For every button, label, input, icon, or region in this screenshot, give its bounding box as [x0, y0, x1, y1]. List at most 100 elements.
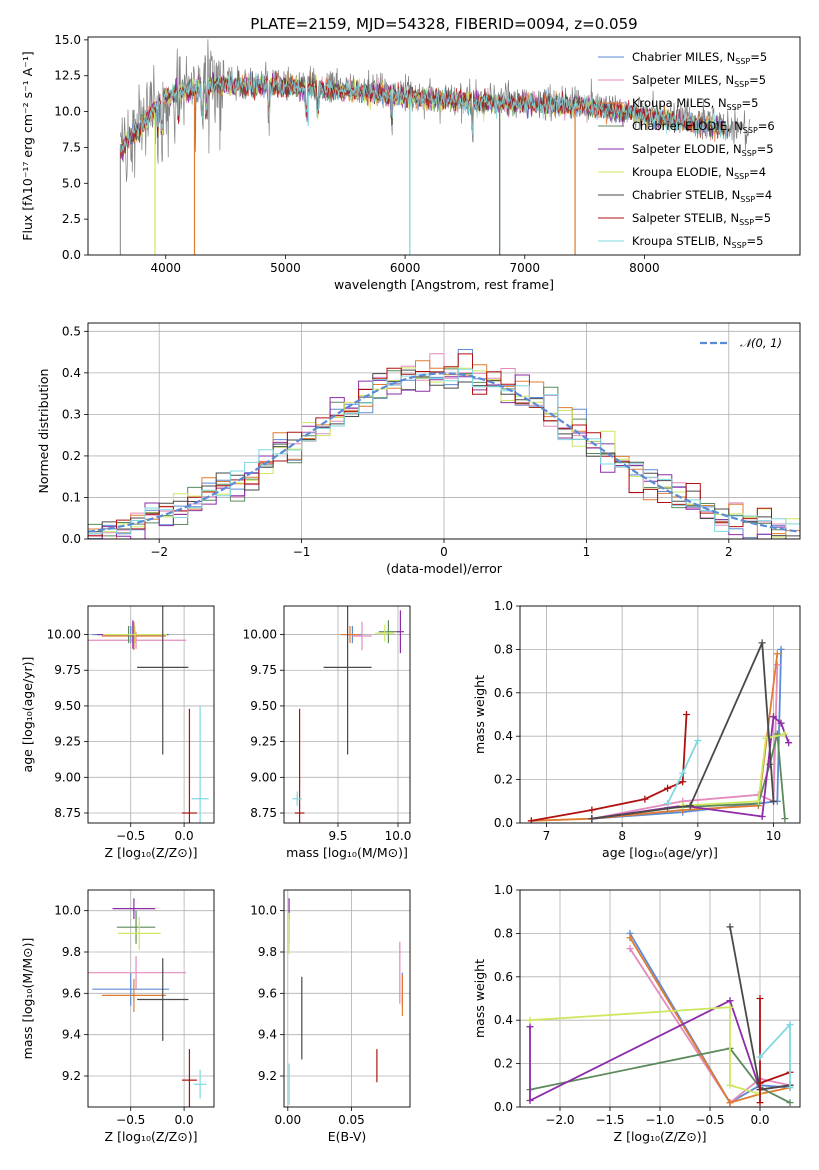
spectrum-xlabel: wavelength [Angstrom, rest frame]: [334, 277, 554, 292]
weight-vs-Z-frame: [519, 889, 801, 1108]
mass-vs-EBV-ytick-label-3: 9.8: [258, 945, 277, 959]
weight-vs-age-marker-3-4: [781, 815, 789, 823]
legend-label-sub: SSP: [732, 241, 747, 250]
legend-label-sub: SSP: [740, 195, 755, 204]
residuals-xtick-label-2: 0: [440, 545, 448, 559]
mass-vs-EBV-ytick-label-4: 10.0: [250, 904, 277, 918]
residuals-ytick-label-1: 0.1: [62, 490, 81, 504]
weight-vs-age-marker-2-4: [773, 650, 781, 658]
weight-vs-age-ytick-label-3: 0.6: [494, 686, 513, 700]
mass-vs-EBV-ytick-label-2: 9.6: [258, 986, 277, 1000]
legend-label-tail: =6: [758, 119, 775, 133]
legend-label-main: Chabrier STELIB, N: [632, 188, 740, 202]
residuals-xtick-label-4: 2: [725, 545, 733, 559]
weight-vs-age-ytick-label-2: 0.4: [494, 729, 513, 743]
age-vs-mass-xtick-label-0: 9.5: [328, 829, 347, 843]
legend-label-sub: SSP: [734, 172, 749, 181]
weight-vs-Z-ytick-label-4: 0.8: [494, 926, 513, 940]
weight-vs-age-ytick-label-4: 0.8: [494, 642, 513, 656]
weight-vs-Z-marker-5-1: [726, 1003, 734, 1011]
weight-vs-Z-marker-4-1: [526, 1096, 534, 1104]
mass-vs-Z-ytick-label-0: 9.2: [62, 1069, 81, 1083]
weight-vs-age-marker-4-5: [785, 739, 793, 747]
weight-vs-age-marker-6-1: [686, 802, 694, 810]
residual-hist-5: [88, 366, 800, 538]
normal-curve: [88, 372, 800, 533]
age-vs-Z-ytick-label-3: 9.50: [54, 699, 81, 713]
weight-vs-Z-plot-area: [520, 890, 800, 1107]
weight-vs-Z-line-3: [529, 1047, 791, 1104]
weight-vs-age-marker-7-0: [527, 817, 535, 823]
weight-vs-age-marker-5-1: [754, 797, 762, 805]
residual-legend: 𝒩(0, 1): [700, 336, 782, 350]
residuals-ylabel: Normed distribution: [36, 369, 51, 494]
mass-vs-Z-xtick-label-1: 0.0: [175, 1113, 194, 1127]
residuals-plot-area: [88, 323, 800, 539]
weight-vs-Z-marker-3-3: [786, 1099, 794, 1107]
spectrum-ytick-label-4: 10.0: [54, 105, 81, 119]
weight-vs-age-marker-5-3: [781, 730, 789, 738]
spectrum-legend-label-5: Kroupa ELODIE, NSSP=4: [632, 165, 766, 181]
weight-vs-age-marker-4-2: [758, 812, 766, 820]
weight-vs-Z-xtick-label-0: −2.0: [545, 1113, 574, 1127]
weight-vs-age-marker-7-3: [664, 784, 672, 792]
spectrum-legend-label-0: Chabrier MILES, NSSP=5: [632, 50, 767, 66]
mass-vs-Z-xlabel: Z [log₁₀(Z/Z⊙)]: [105, 1129, 198, 1144]
weight-vs-Z-marker-4-0: [526, 1023, 534, 1031]
spectrum-frame: [87, 36, 801, 256]
age-vs-Z-ytick-label-5: 10.00: [47, 628, 81, 642]
legend-label-main: Kroupa ELODIE, N: [632, 165, 734, 179]
legend-label-main: Chabrier MILES, N: [632, 50, 735, 64]
residuals-ytick-label-4: 0.4: [62, 366, 81, 380]
legend-label-main: Chabrier ELODIE, N: [632, 119, 743, 133]
residuals-xlabel: (data-model)/error: [386, 561, 503, 576]
legend-label-sub: SSP: [734, 80, 749, 89]
mass-vs-EBV-panel: 0.00 0.05 9.2 9.4 9.6 9.8 10.0 E(B-V): [250, 889, 411, 1144]
spectrum-xtick-label-0: 4000: [151, 261, 182, 275]
weight-vs-age-ylabel: mass weight: [472, 675, 487, 754]
spectrum-model-3: [119, 73, 729, 153]
weight-vs-age-marker-6-0: [588, 815, 596, 823]
age-vs-Z-ytick-label-0: 8.75: [54, 806, 81, 820]
mass-vs-EBV-plot-area: [284, 890, 410, 1107]
weight-vs-age-ytick-label-0: 0.0: [494, 816, 513, 830]
spectrum-xtick-label-3: 7000: [509, 261, 540, 275]
spectrum-ytick-label-3: 7.5: [62, 140, 81, 154]
weight-vs-age-marker-8-0: [664, 799, 672, 807]
weight-vs-age-marker-7-5: [682, 711, 690, 718]
weight-vs-Z-line-7: [759, 998, 791, 1103]
weight-vs-Z-panel: −2.0 −1.5 −1.0 −0.5 0.0 0.0 0.2 0.4 0.6 0.8 1.0 Z […: [472, 883, 801, 1144]
legend-label-sub: SSP: [743, 126, 758, 135]
age-vs-Z-ytick-label-1: 9.00: [54, 770, 81, 784]
age-vs-mass-xlabel: mass [log₁₀(M/M⊙)]: [286, 845, 408, 860]
weight-vs-age-marker-8-2: [694, 737, 702, 745]
weight-vs-age-marker-6-2: [758, 639, 766, 647]
weight-vs-Z-marker-6-0: [726, 923, 734, 931]
residuals-xtick-label-3: 1: [583, 545, 591, 559]
weight-vs-age-ytick-label-5: 1.0: [494, 599, 513, 613]
weight-vs-age-line-0: [591, 649, 782, 820]
spectrum-legend-label-8: Kroupa STELIB, NSSP=5: [632, 234, 763, 250]
spectrum-plot-area: [119, 39, 751, 255]
spectrum-legend-label-1: Salpeter MILES, NSSP=5: [632, 73, 766, 89]
mass-vs-EBV-ytick-label-1: 9.4: [258, 1028, 277, 1042]
spectrum-legend-label-2: Kroupa MILES, NSSP=5: [632, 96, 758, 112]
mass-vs-Z-ytick-label-3: 9.8: [62, 945, 81, 959]
age-vs-mass-ytick-label-3: 9.50: [250, 699, 277, 713]
weight-vs-Z-ytick-label-5: 1.0: [494, 883, 513, 897]
age-vs-mass-panel: 9.5 10.0 8.75 9.00 9.25 9.50 9.75 10.00 mass [lo…: [243, 605, 412, 860]
weight-vs-Z-marker-8-0: [756, 1053, 764, 1061]
age-vs-Z-ytick-label-2: 9.25: [54, 735, 81, 749]
spectrum-ytick-label-2: 5.0: [62, 176, 81, 190]
age-vs-mass-xtick-label-1: 10.0: [385, 829, 412, 843]
legend-label-tail: =5: [750, 50, 767, 64]
mass-vs-Z-frame: [87, 889, 215, 1108]
weight-vs-Z-ytick-label-0: 0.0: [494, 1100, 513, 1114]
mass-vs-EBV-xlabel: E(B-V): [328, 1129, 367, 1144]
weight-vs-Z-xlabel: Z [log₁₀(Z/Z⊙)]: [614, 1129, 707, 1144]
weight-vs-Z-xtick-label-1: −1.5: [595, 1113, 624, 1127]
residuals-ytick-label-0: 0.0: [62, 532, 81, 546]
weight-vs-Z-marker-7-2: [756, 1079, 764, 1087]
weight-vs-Z-marker-2-1: [726, 1099, 734, 1107]
